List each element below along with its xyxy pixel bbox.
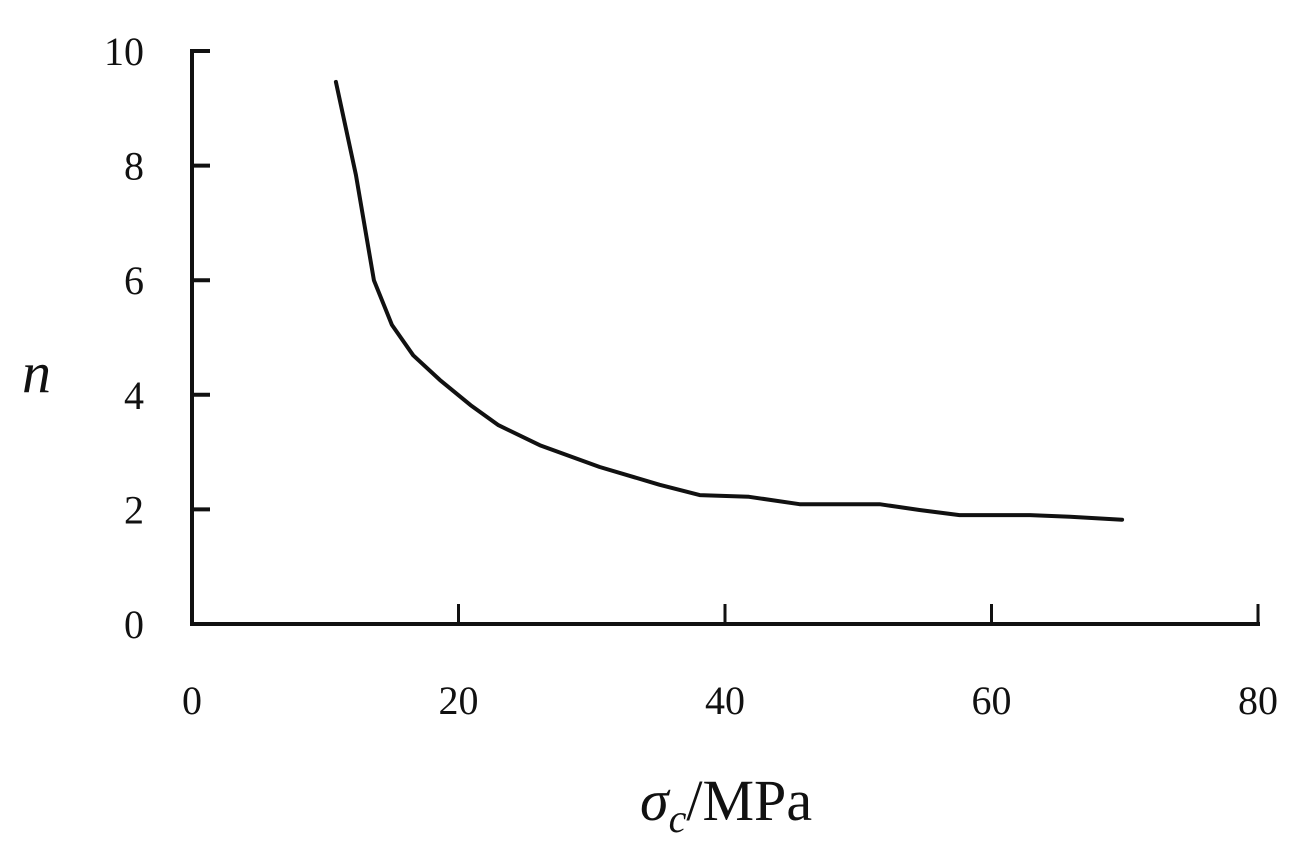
x-tick-label: 0: [182, 678, 202, 723]
x-axis-label: σc/MPa: [640, 768, 812, 841]
data-series: [333, 79, 1125, 522]
y-tick-label: 6: [124, 258, 144, 303]
x-axis-label-subscript: c: [669, 796, 687, 841]
y-tick-label: 4: [124, 373, 144, 418]
x-axis-label-symbol: σ: [640, 768, 671, 833]
x-axis-label-unit: /MPa: [686, 768, 812, 833]
x-axis-ticks: 0 20 40 60 80: [182, 604, 1278, 723]
y-tick-label: 8: [124, 144, 144, 189]
y-axis-label: n: [22, 340, 51, 405]
x-tick-label: 80: [1238, 678, 1278, 723]
y-axis-ticks: 0 2 4 6 8 10: [104, 29, 210, 647]
y-tick-label: 0: [124, 602, 144, 647]
y-tick-label: 10: [104, 29, 144, 74]
axes: [190, 49, 1260, 626]
y-tick-label: 2: [124, 487, 144, 532]
series-line: [333, 79, 1125, 522]
x-tick-label: 60: [972, 678, 1012, 723]
x-tick-label: 20: [439, 678, 479, 723]
x-tick-label: 40: [705, 678, 745, 723]
